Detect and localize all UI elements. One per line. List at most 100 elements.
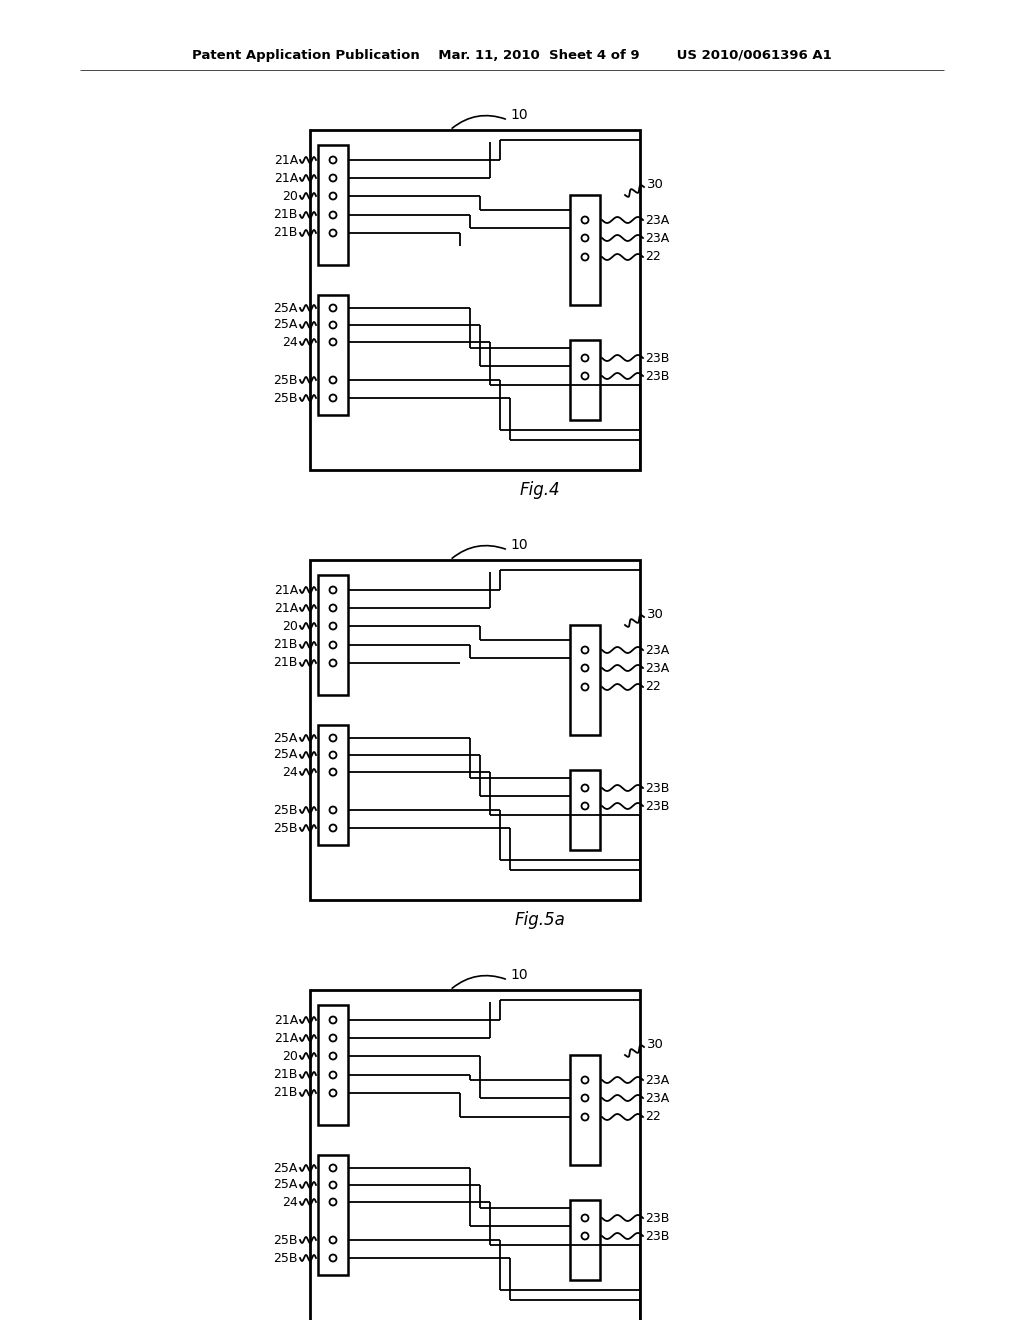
Circle shape <box>330 642 337 648</box>
Bar <box>318 1155 348 1275</box>
Text: 24: 24 <box>283 1196 298 1209</box>
Text: 23B: 23B <box>645 351 670 364</box>
Text: 23B: 23B <box>645 800 670 813</box>
Text: 23A: 23A <box>645 1073 670 1086</box>
Circle shape <box>582 216 589 223</box>
Circle shape <box>582 235 589 242</box>
Text: 23B: 23B <box>645 1229 670 1242</box>
Text: 21A: 21A <box>273 583 298 597</box>
Bar <box>570 1055 600 1166</box>
Circle shape <box>330 605 337 611</box>
Text: Fig.5a: Fig.5a <box>515 911 565 929</box>
Text: Patent Application Publication    Mar. 11, 2010  Sheet 4 of 9        US 2010/006: Patent Application Publication Mar. 11, … <box>193 49 831 62</box>
Circle shape <box>330 734 337 742</box>
Text: 30: 30 <box>647 1039 664 1052</box>
Text: 25B: 25B <box>273 392 298 404</box>
Text: 30: 30 <box>647 609 664 622</box>
Text: 30: 30 <box>647 178 664 191</box>
Circle shape <box>582 784 589 792</box>
Text: 21B: 21B <box>273 1086 298 1100</box>
Text: 20: 20 <box>283 190 298 202</box>
Bar <box>310 990 640 1320</box>
Circle shape <box>330 586 337 594</box>
Circle shape <box>330 174 337 181</box>
Text: 23A: 23A <box>645 1092 670 1105</box>
Text: 24: 24 <box>283 335 298 348</box>
Text: 21B: 21B <box>273 656 298 669</box>
Text: 10: 10 <box>510 108 527 121</box>
Circle shape <box>582 647 589 653</box>
Text: 25A: 25A <box>273 318 298 331</box>
Circle shape <box>330 193 337 199</box>
Circle shape <box>330 322 337 329</box>
Text: 23B: 23B <box>645 1212 670 1225</box>
Bar <box>318 294 348 414</box>
Text: 23A: 23A <box>645 661 670 675</box>
Text: 22: 22 <box>645 251 660 264</box>
Circle shape <box>330 1016 337 1023</box>
Text: 25B: 25B <box>273 1251 298 1265</box>
Text: 25A: 25A <box>273 1179 298 1192</box>
Circle shape <box>582 1094 589 1101</box>
Text: 20: 20 <box>283 1049 298 1063</box>
Circle shape <box>330 1199 337 1205</box>
Bar <box>318 576 348 696</box>
Circle shape <box>330 1181 337 1188</box>
Text: 23B: 23B <box>645 370 670 383</box>
Text: 25A: 25A <box>273 731 298 744</box>
Circle shape <box>330 768 337 776</box>
Circle shape <box>582 355 589 362</box>
Text: 21B: 21B <box>273 1068 298 1081</box>
Text: 21A: 21A <box>273 172 298 185</box>
Text: 20: 20 <box>283 619 298 632</box>
Text: 25B: 25B <box>273 374 298 387</box>
Bar <box>570 1200 600 1280</box>
Circle shape <box>330 1237 337 1243</box>
Text: 21B: 21B <box>273 227 298 239</box>
Circle shape <box>582 1077 589 1084</box>
Circle shape <box>582 372 589 380</box>
Circle shape <box>330 230 337 236</box>
Text: 22: 22 <box>645 1110 660 1123</box>
Circle shape <box>330 1072 337 1078</box>
Text: 21A: 21A <box>273 1031 298 1044</box>
Circle shape <box>582 1114 589 1121</box>
Bar <box>570 195 600 305</box>
Text: Fig.4: Fig.4 <box>520 480 560 499</box>
Bar <box>318 1005 348 1125</box>
Bar <box>310 129 640 470</box>
Circle shape <box>330 807 337 813</box>
Bar <box>318 725 348 845</box>
Text: 21B: 21B <box>273 639 298 652</box>
Circle shape <box>330 211 337 219</box>
Text: 25A: 25A <box>273 301 298 314</box>
Circle shape <box>330 660 337 667</box>
Circle shape <box>330 1254 337 1262</box>
Text: 21A: 21A <box>273 1014 298 1027</box>
Bar <box>310 560 640 900</box>
Text: 23A: 23A <box>645 644 670 656</box>
Text: 23A: 23A <box>645 214 670 227</box>
Text: 25B: 25B <box>273 1233 298 1246</box>
Circle shape <box>330 395 337 401</box>
Circle shape <box>582 664 589 672</box>
Bar <box>570 770 600 850</box>
Text: 25B: 25B <box>273 821 298 834</box>
Circle shape <box>330 623 337 630</box>
Circle shape <box>582 803 589 809</box>
Circle shape <box>330 305 337 312</box>
Bar <box>570 341 600 420</box>
Text: 21A: 21A <box>273 602 298 615</box>
Circle shape <box>582 684 589 690</box>
Text: 25B: 25B <box>273 804 298 817</box>
Circle shape <box>330 1035 337 1041</box>
Bar <box>318 145 348 265</box>
Circle shape <box>330 376 337 384</box>
Circle shape <box>330 338 337 346</box>
Text: 22: 22 <box>645 681 660 693</box>
Text: 10: 10 <box>510 968 527 982</box>
Circle shape <box>582 1233 589 1239</box>
Circle shape <box>330 1052 337 1060</box>
Bar <box>570 624 600 735</box>
Circle shape <box>330 1164 337 1172</box>
